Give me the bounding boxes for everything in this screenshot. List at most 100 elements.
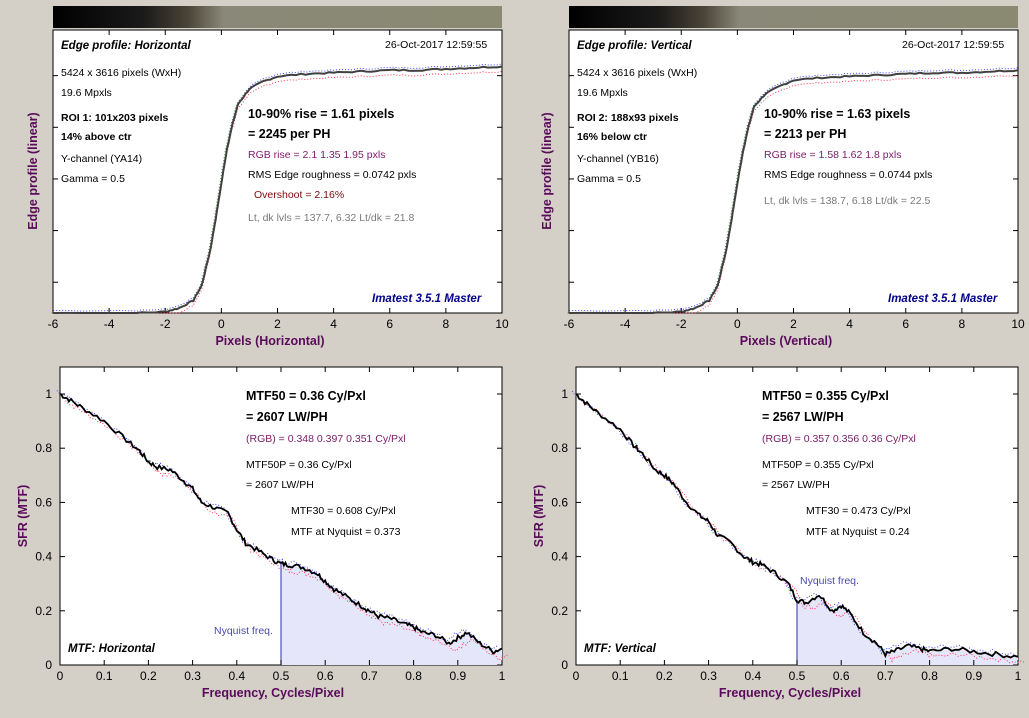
luminance-line — [575, 393, 1019, 659]
x-tick-label: 0.7 — [361, 669, 378, 683]
y-tick-label: 1 — [45, 387, 52, 401]
rise-per-ph: = 2245 per PH — [248, 127, 330, 141]
x-tick-label: 0.4 — [744, 669, 761, 683]
mtf50p: MTF50P = 0.36 Cy/Pxl — [246, 459, 352, 471]
x-tick-label: -6 — [48, 317, 59, 331]
x-tick-label: 0.3 — [700, 669, 717, 683]
mtf50-lwph: = 2567 LW/PH — [762, 410, 844, 424]
y-axis-title: SFR (MTF) — [16, 485, 30, 547]
x-tick-label: 0.5 — [789, 669, 806, 683]
y-tick-label: 0.4 — [551, 550, 568, 564]
image-size: 5424 x 3616 pixels (WxH) — [577, 67, 697, 79]
x-tick-label: 6 — [902, 317, 909, 331]
megapixels: 19.6 Mpxls — [577, 87, 628, 99]
x-tick-label: 0.9 — [449, 669, 466, 683]
x-tick-label: 2 — [790, 317, 797, 331]
mtf-at-nyquist: MTF at Nyquist = 0.24 — [806, 526, 910, 538]
x-tick-label: -6 — [564, 317, 575, 331]
x-axis-title: Frequency, Cycles/Pixel — [719, 686, 861, 700]
panel-title: MTF: Vertical — [584, 643, 657, 655]
x-tick-label: 0.5 — [273, 669, 290, 683]
curves — [567, 67, 1019, 314]
y-tick-label: 1 — [561, 387, 568, 401]
y-axis-title: Edge profile (linear) — [540, 112, 554, 229]
y-tick-label: 0.2 — [35, 604, 52, 618]
x-tick-label: 10 — [1011, 317, 1025, 331]
x-tick-label: 0.6 — [833, 669, 850, 683]
red-channel-line — [52, 70, 502, 314]
x-tick-label: 0.2 — [140, 669, 157, 683]
x-tick-label: -2 — [160, 317, 171, 331]
x-tick-label: 1 — [499, 669, 506, 683]
luminance-line — [568, 69, 1019, 314]
x-tick-label: 0.9 — [965, 669, 982, 683]
date: 26-Oct-2017 12:59:55 — [385, 39, 487, 51]
x-tick-label: 2 — [274, 317, 281, 331]
luminance-line — [52, 65, 503, 314]
x-tick-label: 0.3 — [184, 669, 201, 683]
mtf30: MTF30 = 0.608 Cy/Pxl — [291, 505, 396, 517]
mtf-at-nyquist: MTF at Nyquist = 0.373 — [291, 526, 401, 538]
mtf50: MTF50 = 0.355 Cy/Pxl — [762, 389, 889, 403]
blue-channel-line — [53, 63, 503, 312]
gray-strip — [53, 6, 502, 28]
x-tick-label: 0 — [218, 317, 225, 331]
rgb-mtf50: (RGB) = 0.348 0.397 0.351 Cy/Pxl — [246, 433, 406, 445]
x-tick-label: -4 — [104, 317, 115, 331]
ticks: -6 -4 -2 0 2 4 6 8 10 — [48, 30, 509, 331]
roi-position: 14% above ctr — [61, 131, 132, 143]
nyquist-label: Nyquist freq. — [800, 575, 859, 587]
megapixels: 19.6 Mpxls — [61, 87, 112, 99]
y-tick-label: 0.6 — [35, 495, 52, 509]
y-axis-title: SFR (MTF) — [532, 485, 546, 547]
x-tick-label: 0 — [573, 669, 580, 683]
x-axis-title: Frequency, Cycles/Pixel — [202, 686, 344, 700]
y-tick-label: 0.6 — [551, 495, 568, 509]
x-tick-label: -4 — [620, 317, 631, 331]
nyquist-shade — [281, 563, 502, 665]
gamma: Gamma = 0.5 — [61, 173, 125, 185]
rms-roughness: RMS Edge roughness = 0.0742 pxls — [248, 169, 416, 181]
x-tick-label: 4 — [846, 317, 853, 331]
nyquist-fill — [280, 563, 502, 665]
y-tick-label: 0.8 — [551, 441, 568, 455]
mtf50p-lwph: = 2607 LW/PH — [246, 479, 314, 491]
imatest-brand: Imatest 3.5.1 Master — [372, 293, 482, 305]
edge-profile-horizontal-panel: -6 -4 -2 0 2 4 6 8 10 Edge profile: Horizontal 2… — [26, 6, 509, 348]
rise-value: 10-90% rise = 1.63 pixels — [764, 107, 910, 121]
rgb-rise: RGB rise = 2.1 1.35 1.95 pxls — [248, 149, 385, 161]
red-channel-line — [582, 399, 1025, 664]
x-tick-label: 0.1 — [612, 669, 629, 683]
curves — [51, 63, 503, 314]
x-tick-label: 0.2 — [656, 669, 673, 683]
x-axis-title: Pixels (Horizontal) — [215, 334, 324, 348]
roi: ROI 1: 101x203 pixels — [61, 112, 169, 124]
curves — [571, 390, 1025, 664]
x-tick-label: 8 — [959, 317, 966, 331]
mtf50p: MTF50P = 0.355 Cy/Pxl — [762, 459, 874, 471]
ticks: -6 -4 -2 0 2 4 6 8 10 — [564, 30, 1025, 331]
y-tick-label: 0.8 — [35, 441, 52, 455]
x-tick-label: 0.4 — [228, 669, 245, 683]
x-tick-label: 8 — [443, 317, 450, 331]
nyquist-shade — [797, 594, 1018, 665]
mtf30: MTF30 = 0.473 Cy/Pxl — [806, 505, 911, 517]
x-tick-label: -2 — [676, 317, 687, 331]
luminance-line — [59, 393, 503, 655]
rgb-rise: RGB rise = 1.58 1.62 1.8 pxls — [764, 149, 901, 161]
x-tick-label: 0.8 — [405, 669, 422, 683]
ticks: 0 0.1 0.2 0.3 0.4 0.5 0.6 0.7 0.8 0.9 1 0 0.2 0.4 0.6 0… — [35, 367, 506, 683]
x-axis-title: Pixels (Vertical) — [740, 334, 832, 348]
y-tick-label: 0.4 — [35, 550, 52, 564]
x-tick-label: 0 — [734, 317, 741, 331]
rms-roughness: RMS Edge roughness = 0.0744 pxls — [764, 169, 932, 181]
mtf50p-lwph: = 2567 LW/PH — [762, 479, 830, 491]
rgb-mtf50: (RGB) = 0.357 0.356 0.36 Cy/Pxl — [762, 433, 916, 445]
mtf50-lwph: = 2607 LW/PH — [246, 410, 328, 424]
blue-channel-line — [569, 67, 1019, 312]
mtf-vertical-panel: 0 0.1 0.2 0.3 0.4 0.5 0.6 0.7 0.8 0.9 1 0 0.2 0.4 0.6 0… — [532, 366, 1025, 700]
x-tick-label: 6 — [386, 317, 393, 331]
roi: ROI 2: 188x93 pixels — [577, 112, 679, 124]
mtf50: MTF50 = 0.36 Cy/Pxl — [246, 389, 366, 403]
